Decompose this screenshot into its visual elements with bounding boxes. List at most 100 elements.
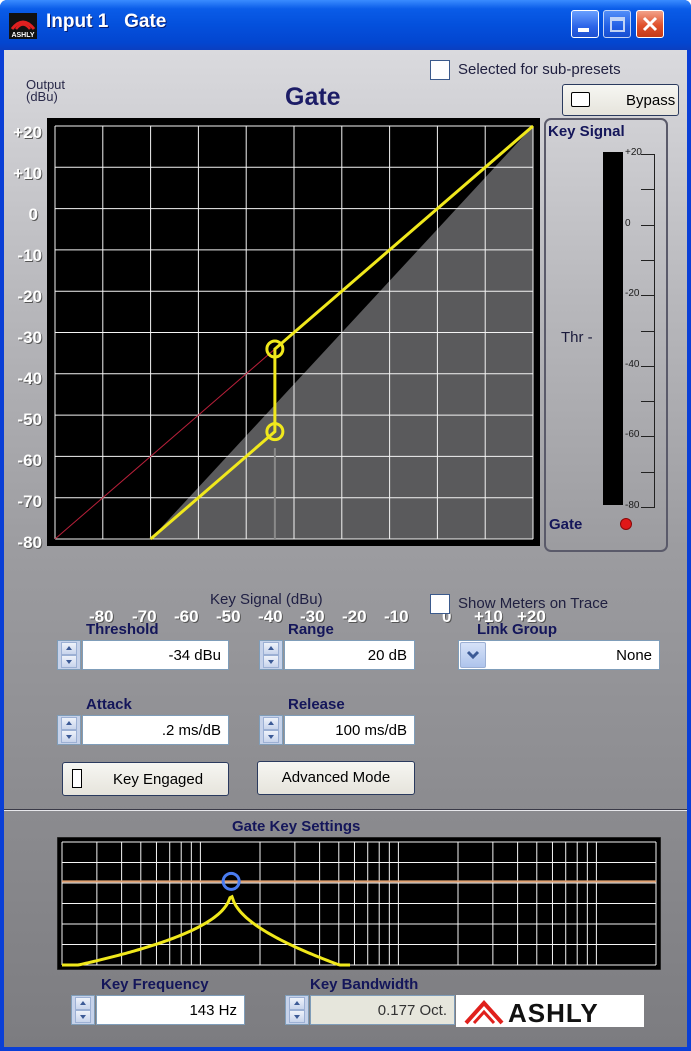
gate-panel: Selected for sub-presets Output (dBu) Ga… xyxy=(4,50,687,1047)
key-settings-title: Gate Key Settings xyxy=(232,818,361,835)
x-tick-label: -30 xyxy=(300,607,325,626)
bypass-indicator xyxy=(571,92,590,107)
key-frequency-field[interactable]: 143 Hz xyxy=(96,995,245,1025)
y-tick-label: 0 xyxy=(28,205,38,224)
meter-tick-label: 0 xyxy=(625,217,631,229)
y-tick-label: -80 xyxy=(17,533,42,552)
key-engaged-label: Key Engaged xyxy=(113,771,204,788)
curve-handle xyxy=(265,422,285,442)
y-tick-label: -20 xyxy=(17,287,42,306)
x-tick-label: -50 xyxy=(216,607,241,626)
meter-tick-label: -20 xyxy=(625,288,640,300)
y-tick-label: +20 xyxy=(13,123,42,142)
section-divider xyxy=(4,809,687,811)
minimize-button[interactable] xyxy=(571,10,599,38)
x-tick-label: -70 xyxy=(132,607,157,626)
key-filter-curve xyxy=(62,894,350,967)
close-button[interactable] xyxy=(636,10,664,38)
maximize-button[interactable] xyxy=(603,10,631,38)
meter-tick xyxy=(641,401,655,403)
meter-tick xyxy=(641,189,655,191)
meter-tick xyxy=(641,471,655,473)
meter-tick-label: +20 xyxy=(625,147,642,158)
title-bar[interactable]: ASHLY Input 1 Gate xyxy=(0,0,691,50)
window-title: Input 1 Gate xyxy=(46,11,167,32)
meter-tick-label: -60 xyxy=(625,429,640,441)
y-tick-label: -10 xyxy=(17,246,42,265)
key-engaged-button[interactable]: Key Engaged xyxy=(62,762,229,796)
x-tick-label: -40 xyxy=(258,607,283,626)
x-tick-label: -60 xyxy=(174,607,199,626)
bypass-label: Bypass xyxy=(626,92,676,109)
link-group-label: Link Group xyxy=(477,621,557,638)
x-tick-label: -10 xyxy=(384,607,409,626)
meter-tick xyxy=(641,154,655,155)
meter-scale-line xyxy=(654,154,655,507)
x-tick-label: +10 xyxy=(474,607,503,626)
attack-field[interactable]: .2 ms/dB xyxy=(82,715,229,745)
meter-scale: +20 0 -20 -40 -60 -80 xyxy=(623,147,663,511)
x-tick-label: +20 xyxy=(517,607,546,626)
y-tick-label: +10 xyxy=(13,164,42,183)
show-meters-checkbox[interactable] xyxy=(430,594,450,614)
meter-tick xyxy=(641,436,655,438)
ashly-logo: ASHLY xyxy=(456,995,644,1028)
release-label: Release xyxy=(288,696,345,713)
meter-tick-label: -80 xyxy=(625,500,640,511)
range-field[interactable]: 20 dB xyxy=(284,640,415,670)
advanced-mode-button[interactable]: Advanced Mode xyxy=(257,761,415,795)
curve-handle xyxy=(265,339,285,359)
threshold-label: Threshold xyxy=(86,621,159,638)
key-frequency-label: Key Frequency xyxy=(101,976,209,993)
meter-tick xyxy=(641,259,655,261)
threshold-spinner[interactable] xyxy=(57,640,81,670)
x-tick-label: 0 xyxy=(442,607,452,626)
sub-presets-checkbox[interactable] xyxy=(430,60,450,80)
close-icon xyxy=(642,16,658,32)
bypass-button[interactable]: Bypass xyxy=(562,84,679,116)
threshold-marker-label: Thr - xyxy=(561,329,593,346)
key-axis-label: Key Signal (dBu) xyxy=(210,591,323,608)
release-field[interactable]: 100 ms/dB xyxy=(284,715,415,745)
meter-tick xyxy=(641,224,655,226)
key-eq-chart[interactable] xyxy=(57,837,661,970)
ashly-logo-mark xyxy=(464,1000,504,1025)
y-tick-label: -50 xyxy=(17,410,42,429)
y-tick-label: -40 xyxy=(17,369,42,388)
gate-label: Gate xyxy=(549,516,583,533)
meter-tick xyxy=(641,330,655,332)
key-bandwidth-spinner[interactable] xyxy=(285,995,309,1025)
y-tick-label: -60 xyxy=(17,451,42,470)
key-bandwidth-label: Key Bandwidth xyxy=(310,976,419,993)
svg-text:ASHLY: ASHLY xyxy=(11,32,34,39)
chevron-down-icon[interactable] xyxy=(460,642,486,668)
graph-title: Gate xyxy=(285,83,341,111)
meter-tick-label: -40 xyxy=(625,358,640,370)
key-frequency-handle xyxy=(221,871,241,891)
meter-tick xyxy=(641,295,655,297)
threshold-field[interactable]: -34 dBu xyxy=(82,640,229,670)
gate-led xyxy=(620,518,632,530)
gate-transfer-chart[interactable] xyxy=(47,118,540,546)
minimize-icon xyxy=(578,28,589,32)
unity-reference-line xyxy=(54,348,276,540)
key-signal-meter-panel: Key Signal +20 0 -20 -40 -60 -80 Thr - Gate xyxy=(544,118,668,552)
x-tick-label: -20 xyxy=(342,607,367,626)
release-spinner[interactable] xyxy=(259,715,283,745)
key-frequency-spinner[interactable] xyxy=(71,995,95,1025)
meter-title: Key Signal xyxy=(548,123,625,140)
range-spinner[interactable] xyxy=(259,640,283,670)
meter-tick xyxy=(641,507,655,508)
sub-presets-label: Selected for sub-presets xyxy=(458,61,621,78)
key-bandwidth-field[interactable]: 0.177 Oct. xyxy=(310,995,455,1025)
y-tick-label: -30 xyxy=(17,328,42,347)
meter-tick xyxy=(641,365,655,367)
attack-spinner[interactable] xyxy=(57,715,81,745)
output-axis-label: Output (dBu) xyxy=(26,77,66,104)
link-group-select[interactable]: None xyxy=(458,640,660,670)
y-tick-label: -70 xyxy=(17,492,42,511)
ashly-logo-text: ASHLY xyxy=(508,998,599,1028)
gate-transfer-curve xyxy=(149,124,534,541)
show-meters-label: Show Meters on Trace xyxy=(458,595,609,612)
